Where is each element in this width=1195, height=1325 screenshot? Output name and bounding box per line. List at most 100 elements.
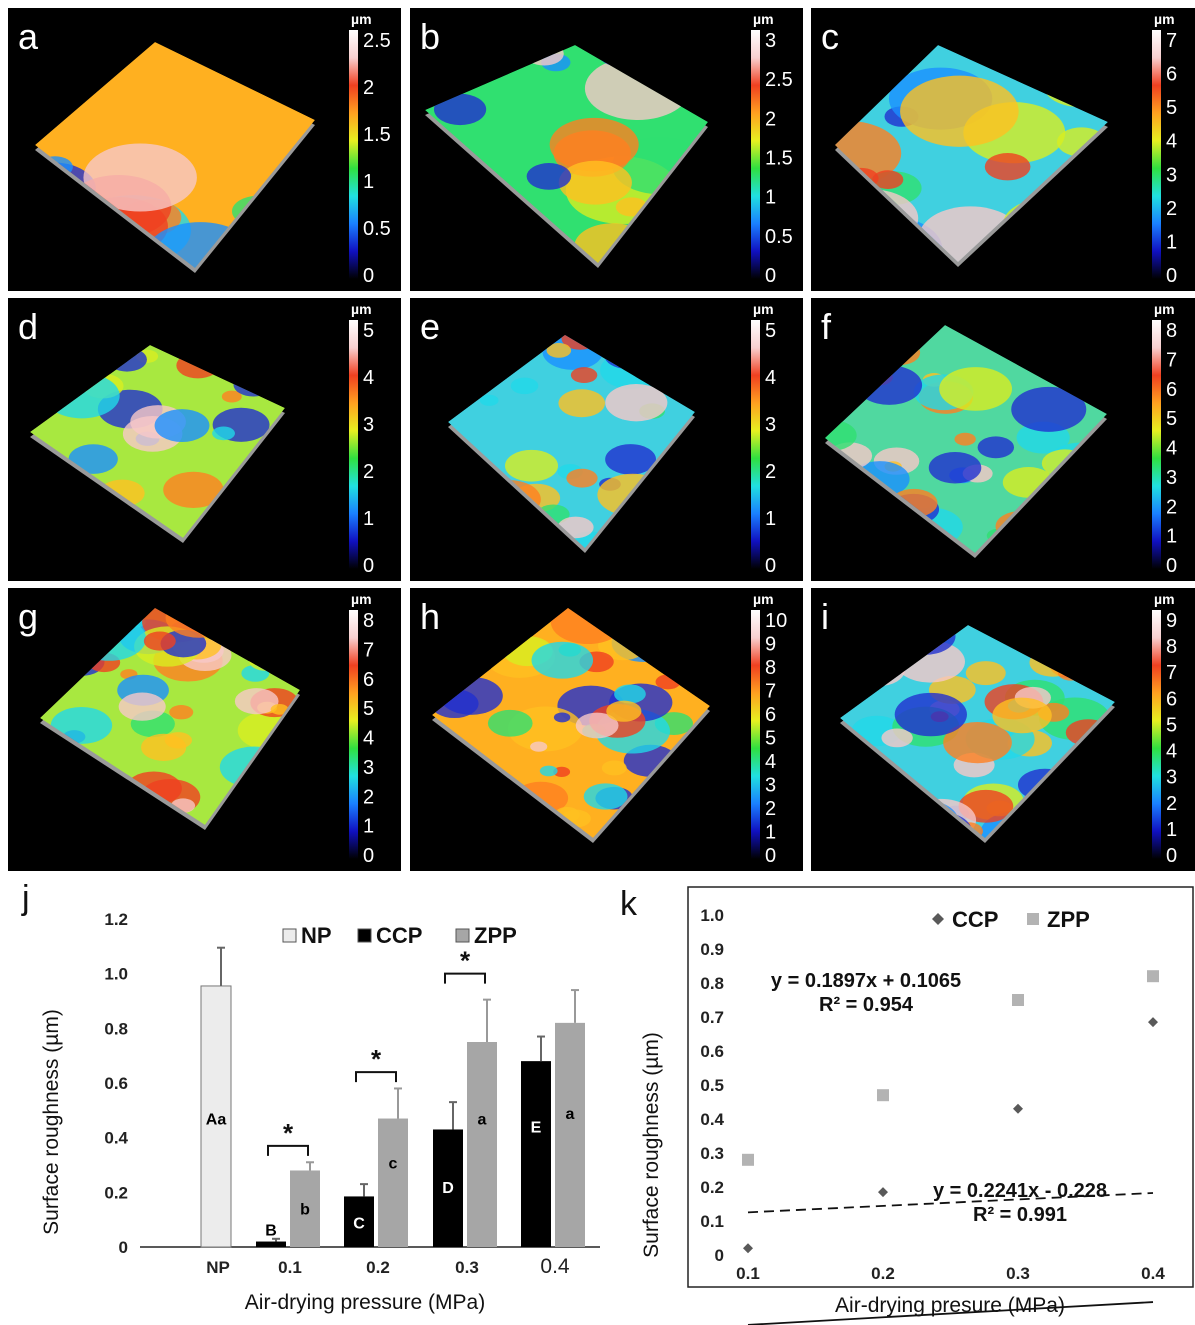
- colorbar-tick-label: 6: [1166, 688, 1177, 710]
- colorbar-tick-label: 5: [1166, 97, 1177, 119]
- panel-letter-d: d: [18, 306, 39, 347]
- colorbar-tick-label: 3: [363, 414, 374, 436]
- significance-bracket: [267, 1144, 309, 1156]
- legend-label: CCP: [376, 923, 422, 948]
- legend-swatch-np: [282, 928, 297, 943]
- colorbar-tick-label: 7: [1166, 30, 1177, 52]
- colorbar-tick-label: 3: [1166, 767, 1177, 789]
- colorbar-tick-label: 1: [765, 822, 776, 844]
- bar-label: b: [300, 1202, 310, 1219]
- colorbar-tick-label: 5: [363, 320, 374, 342]
- bar-label: B: [265, 1223, 277, 1240]
- terrain-graphic: µm 9 8 7 6 5 4 3 2 1 0: [840, 591, 1177, 867]
- colorbar-tick-label: 1: [1166, 819, 1177, 841]
- colorbar-tick-label: 8: [1166, 320, 1177, 342]
- y-tick-label: 1.2: [104, 910, 128, 929]
- colorbar-tick-label: 0.5: [363, 218, 391, 240]
- panel-letter-a: a: [18, 16, 39, 57]
- legend-label: CCP: [952, 907, 998, 932]
- surface-map-d: µm 5 4 3 2 1 0 d: [8, 298, 401, 581]
- colorbar-tick-label: 5: [1166, 714, 1177, 736]
- bar-label: D: [442, 1180, 454, 1197]
- surface-map-a: µm 2.5 2 1.5 1 0.5 0 a: [8, 8, 401, 291]
- colorbar-tick-label: 1: [363, 508, 374, 530]
- colorbar-tick-label: 1: [363, 816, 374, 838]
- panel-letter-f: f: [821, 306, 832, 347]
- colorbar: [1152, 610, 1161, 859]
- surface-map-g: µm 8 7 6 5 4 3 2 1 0 g: [8, 588, 401, 871]
- colorbar: [751, 320, 760, 569]
- bar-zpp: [378, 1118, 408, 1247]
- bar-label: a: [566, 1106, 575, 1123]
- colorbar: [349, 320, 358, 569]
- bar-label: E: [531, 1120, 542, 1137]
- point-ccp: [878, 1187, 888, 1198]
- chart-k-xlabel: Air-drying presure (MPa): [835, 1294, 1065, 1317]
- surface-map-f: µm 8 7 6 5 4 3 2 1 0 f: [811, 298, 1195, 581]
- colorbar-unit: µm: [1154, 301, 1175, 317]
- colorbar-tick-label: 0: [363, 845, 374, 867]
- trend-equation: y = 0.2241x - 0.228: [933, 1180, 1107, 1202]
- colorbar-unit: µm: [351, 11, 372, 27]
- terrain-graphic: µm 5 4 3 2 1 0: [448, 301, 776, 577]
- colorbar-unit: µm: [753, 591, 774, 607]
- bar-ccp: [521, 1061, 551, 1247]
- y-tick-label: 0.2: [700, 1178, 724, 1197]
- panel-letter-k: k: [620, 885, 638, 923]
- colorbar-tick-label: 2: [765, 461, 776, 483]
- y-tick-label: 0.1: [700, 1212, 724, 1231]
- colorbar-tick-label: 6: [363, 669, 374, 691]
- bar-ccp: [433, 1129, 463, 1247]
- colorbar-tick-label: 8: [363, 610, 374, 632]
- colorbar: [349, 610, 358, 859]
- terrain-graphic: µm 5 4 3 2 1 0: [30, 301, 374, 577]
- panel-letter-c: c: [821, 16, 839, 57]
- x-tick-label: 0.1: [278, 1258, 302, 1277]
- colorbar-tick-label: 2: [363, 77, 374, 99]
- colorbar-tick-label: 0: [363, 555, 374, 577]
- colorbar-tick-label: 7: [765, 681, 776, 703]
- y-tick-label: 0.8: [104, 1019, 128, 1038]
- colorbar-tick-label: 7: [363, 639, 374, 661]
- colorbar-tick-label: 2: [765, 108, 776, 130]
- colorbar-tick-label: 4: [363, 367, 374, 389]
- y-tick-label: 0.6: [104, 1074, 128, 1093]
- plot-frame: [687, 886, 1194, 1288]
- x-tick-label: 0.2: [366, 1258, 390, 1277]
- colorbar-tick-label: 4: [1166, 131, 1177, 153]
- colorbar-tick-label: 5: [363, 698, 374, 720]
- legend-label: NP: [301, 923, 332, 948]
- colorbar-tick-label: 8: [1166, 636, 1177, 658]
- colorbar-tick-label: 2.5: [363, 30, 391, 52]
- colorbar-tick-label: 2: [1166, 496, 1177, 518]
- chart-k-ylabel: Surface roughness (µm): [640, 1032, 663, 1258]
- y-tick-label: 0.6: [700, 1042, 724, 1061]
- x-tick-label: 0.2: [871, 1264, 895, 1283]
- colorbar-unit: µm: [753, 301, 774, 317]
- colorbar: [1152, 320, 1161, 569]
- colorbar: [751, 30, 760, 279]
- y-tick-label: 0: [715, 1246, 724, 1265]
- colorbar: [751, 610, 760, 859]
- point-zpp: [742, 1153, 754, 1166]
- point-zpp: [1147, 970, 1159, 983]
- x-tick-label: 0.3: [455, 1258, 479, 1277]
- y-tick-label: 1.0: [104, 965, 128, 984]
- bar-np: [200, 985, 232, 1248]
- colorbar: [349, 30, 358, 279]
- colorbar-tick-label: 6: [1166, 379, 1177, 401]
- y-tick-label: 0.8: [700, 974, 724, 993]
- legend-label: ZPP: [1047, 907, 1090, 932]
- colorbar-unit: µm: [351, 301, 372, 317]
- point-zpp: [1012, 994, 1024, 1006]
- bar-label: a: [478, 1112, 487, 1129]
- colorbar-tick-label: 8: [765, 657, 776, 679]
- colorbar-tick-label: 3: [1166, 164, 1177, 186]
- bar-ccp: [256, 1241, 286, 1247]
- colorbar-tick-label: 2: [1166, 793, 1177, 815]
- y-tick-label: 0.4: [104, 1129, 128, 1148]
- x-tick-label: 0.4: [1141, 1264, 1165, 1283]
- trend-r2: R² = 0.954: [819, 994, 914, 1016]
- x-tick-label: 0.1: [736, 1264, 760, 1283]
- colorbar-tick-label: 1.5: [765, 148, 793, 170]
